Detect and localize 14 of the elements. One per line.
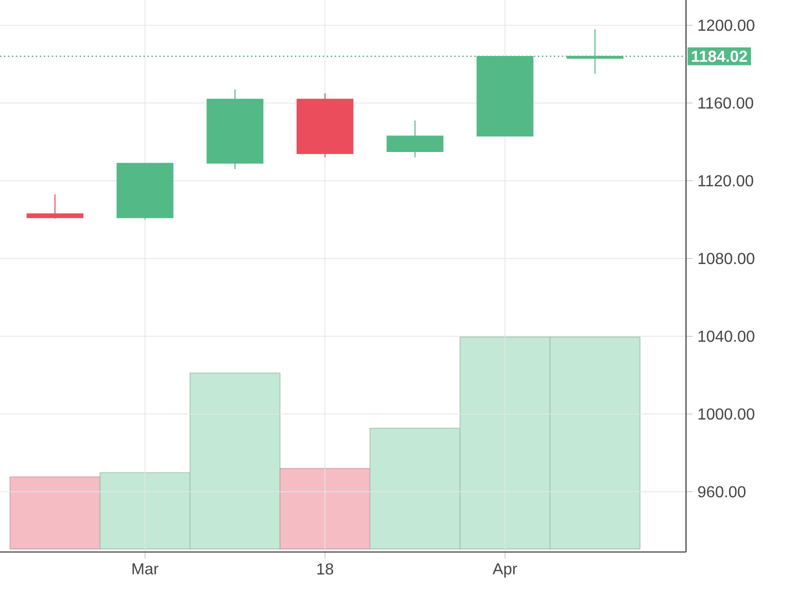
ref-line-label: 1184.02 [692,50,748,62]
candlestick [26,194,84,220]
bar [10,476,100,550]
y-tick-label: 960.00 [698,486,746,498]
y-tick-label: 1040.00 [698,330,754,342]
y-tick-label: 1000.00 [698,408,754,420]
y-tick-label: 1080.00 [698,252,754,264]
x-tick-label: Apr [492,563,518,578]
x-tick-label: Mar [132,563,158,574]
y-tick-label: 1160.00 [698,97,754,109]
y-tick-label: 1200.00 [698,20,754,31]
x-tick-label: 18 [317,563,334,575]
y-tick-label: 1120.00 [698,175,754,186]
bar [280,468,370,550]
